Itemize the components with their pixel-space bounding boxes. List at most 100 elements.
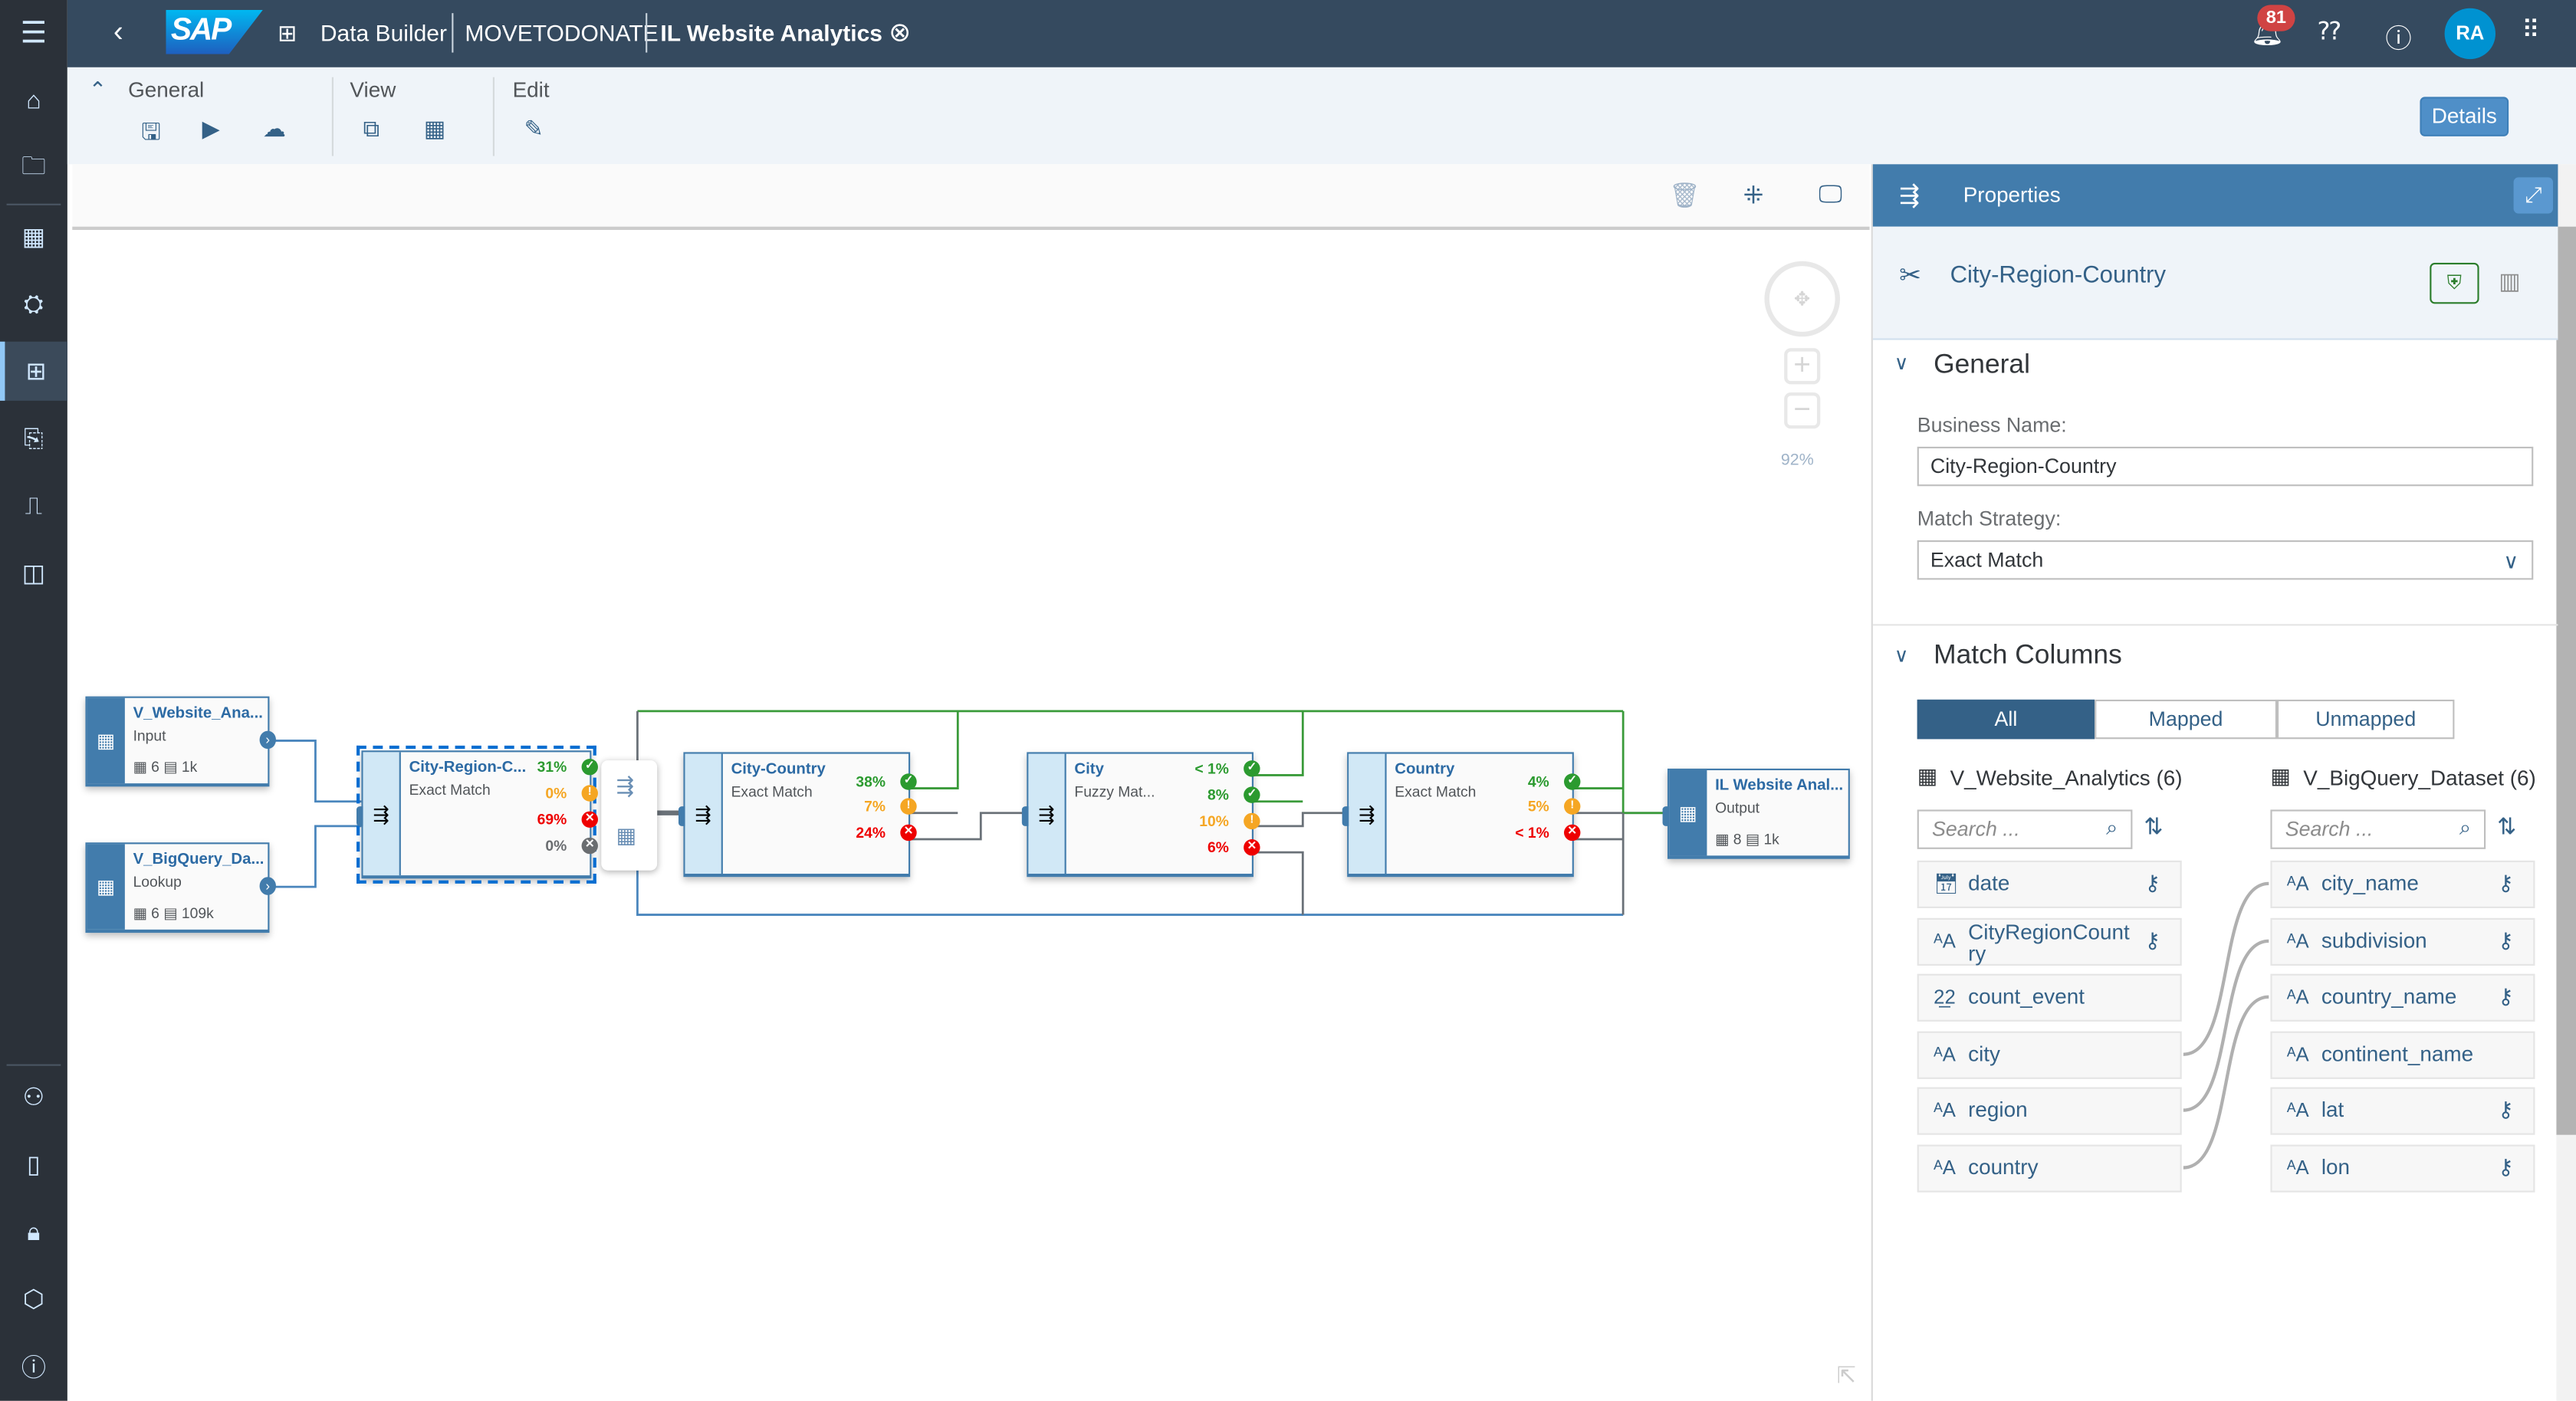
output-port[interactable]: › bbox=[259, 730, 276, 749]
breadcrumb-data-builder[interactable]: Data Builder bbox=[320, 19, 447, 46]
node-src1[interactable]: ▦ V_Website_Ana... Input ▦ 6 ▤ 1k › bbox=[85, 696, 276, 787]
connection-line[interactable] bbox=[269, 740, 362, 803]
column-item-continent_name[interactable]: ᴬA continent_name bbox=[2270, 1031, 2535, 1079]
check-icon[interactable]: ✓ bbox=[900, 773, 917, 790]
details-button[interactable]: Details bbox=[2420, 97, 2509, 136]
pan-control[interactable]: ✥ bbox=[1764, 261, 1840, 337]
column-item-date[interactable]: 📅︎ date ⚷ bbox=[1917, 860, 2182, 908]
column-item-region[interactable]: ᴬA region bbox=[1917, 1087, 2182, 1135]
connection-line[interactable] bbox=[1253, 851, 1304, 915]
node-src2[interactable]: ▦ V_BigQuery_Da... Lookup ▦ 6 ▤ 109k › bbox=[85, 842, 276, 933]
input-port[interactable] bbox=[1021, 806, 1029, 826]
check-icon[interactable]: ✓ bbox=[1563, 773, 1581, 790]
zoom-in-button[interactable]: + bbox=[1784, 348, 1821, 385]
connection-line[interactable] bbox=[910, 812, 1027, 841]
connections-icon[interactable]: ◫ bbox=[21, 559, 46, 589]
match-strategy-select[interactable]: Exact Match ∨ bbox=[1917, 540, 2534, 580]
check-icon[interactable]: ✓ bbox=[1244, 786, 1260, 803]
warning-icon[interactable]: ! bbox=[581, 785, 598, 802]
menu-icon[interactable]: ☰ bbox=[20, 15, 48, 49]
data-marketplace-icon[interactable]: ▦ bbox=[21, 223, 46, 251]
repository-icon[interactable]: 🗀 bbox=[21, 152, 46, 180]
key-icon[interactable]: ⚷ bbox=[2144, 927, 2160, 953]
preview-table-icon[interactable]: ▦ bbox=[616, 822, 636, 848]
key-icon[interactable]: ⚷ bbox=[2498, 927, 2514, 953]
space-management-icon[interactable]: ⚇ bbox=[22, 1084, 45, 1112]
auto-layout-icon[interactable]: ⁜ bbox=[1743, 182, 1764, 211]
expand-icon[interactable]: ⤢ bbox=[2513, 177, 2553, 214]
warning-icon[interactable]: ! bbox=[1244, 812, 1260, 830]
output-port[interactable]: › bbox=[259, 876, 276, 894]
data-builder-icon[interactable]: ⊞ bbox=[0, 341, 67, 401]
columns-icon[interactable]: ▥ bbox=[2499, 267, 2521, 294]
section-general[interactable]: General bbox=[1934, 349, 2030, 379]
column-item-city_name[interactable]: ᴬA city_name ⚷ bbox=[2270, 860, 2535, 908]
input-port[interactable] bbox=[356, 806, 363, 826]
key-icon[interactable]: ⚷ bbox=[2498, 870, 2514, 895]
tab-mapped[interactable]: Mapped bbox=[2095, 699, 2277, 740]
input-port[interactable] bbox=[1342, 806, 1349, 826]
warning-icon[interactable]: ! bbox=[900, 798, 917, 815]
match-columns-chevron-icon[interactable]: ∨ bbox=[1894, 644, 1909, 667]
error-icon[interactable]: ✕ bbox=[581, 811, 598, 828]
column-item-CityRegionCountry[interactable]: ᴬA CityRegionCountry ⚷ bbox=[1917, 917, 2182, 966]
tab-all[interactable]: All bbox=[1917, 699, 2095, 740]
column-item-subdivision[interactable]: ᴬA subdivision ⚷ bbox=[2270, 917, 2535, 966]
connection-line[interactable] bbox=[1622, 710, 1668, 815]
error-icon[interactable]: ✕ bbox=[1244, 839, 1260, 856]
check-icon[interactable]: ✓ bbox=[1244, 760, 1260, 777]
close-circle-icon[interactable]: ⊗ bbox=[889, 19, 912, 48]
sort-icon[interactable]: ⇅ bbox=[2144, 812, 2164, 839]
connection-line[interactable] bbox=[636, 870, 1624, 916]
section-match-columns[interactable]: Match Columns bbox=[1934, 640, 2122, 671]
general-chevron-icon[interactable]: ∨ bbox=[1894, 351, 1909, 375]
help-icon[interactable]: ⓘ bbox=[2385, 26, 2412, 54]
data-access-icon[interactable]: ⎘ bbox=[24, 424, 44, 453]
column-mapping-line[interactable] bbox=[2183, 939, 2269, 1112]
key-icon[interactable]: ⚷ bbox=[2498, 1154, 2514, 1180]
column-item-country_name[interactable]: ᴬA country_name ⚷ bbox=[2270, 973, 2535, 1022]
run-icon[interactable]: ▶ bbox=[202, 115, 220, 142]
delete-icon[interactable]: 🗑︎ bbox=[1669, 182, 1700, 211]
node-country[interactable]: ⇶ Country Exact Match 4% ✓ 5%! < 1% ✕ bbox=[1342, 752, 1581, 878]
connection-line[interactable] bbox=[269, 825, 362, 888]
info-icon[interactable]: ⓘ bbox=[21, 1353, 46, 1383]
search-icon[interactable]: ⌕ bbox=[2106, 816, 2118, 839]
business-name-input[interactable]: City-Region-Country bbox=[1917, 446, 2534, 487]
avatar[interactable]: RA bbox=[2444, 8, 2496, 60]
error-icon[interactable]: ✕ bbox=[581, 837, 598, 855]
product-switch-icon[interactable]: ⠿ bbox=[2522, 16, 2540, 44]
monitor-icon[interactable]: ⎍ bbox=[25, 491, 43, 520]
node-crc[interactable]: ⇶ City-Region-C... Exact Match 31% ✓ 0%! 69% ✕ 0… bbox=[356, 745, 598, 884]
sort-icon[interactable]: ⇅ bbox=[2497, 812, 2517, 839]
right-search-input[interactable]: Search ... ⌕ bbox=[2270, 809, 2486, 849]
connection-line[interactable] bbox=[1253, 812, 1348, 828]
error-icon[interactable]: ✕ bbox=[1563, 824, 1581, 842]
zoom-out-button[interactable]: − bbox=[1784, 392, 1821, 429]
column-mapping-line[interactable] bbox=[2183, 995, 2269, 1170]
tab-unmapped[interactable]: Unmapped bbox=[2277, 699, 2455, 740]
connection-line[interactable] bbox=[1253, 710, 1304, 776]
error-icon[interactable]: ✕ bbox=[900, 824, 917, 842]
check-icon[interactable]: ✓ bbox=[581, 758, 598, 776]
column-item-lon[interactable]: ᴬA lon ⚷ bbox=[2270, 1144, 2535, 1193]
key-icon[interactable]: ⚷ bbox=[2498, 983, 2514, 1009]
breadcrumb-space[interactable]: MOVETODONATE bbox=[465, 19, 659, 46]
column-item-count_event[interactable]: 2̲2 count_event bbox=[1917, 973, 2182, 1022]
column-item-lat[interactable]: ᴬA lat ⚷ bbox=[2270, 1087, 2535, 1135]
deploy-icon[interactable]: ☁ bbox=[262, 115, 286, 142]
connection-line[interactable] bbox=[910, 710, 959, 789]
collapse-chevron-icon[interactable]: ⌃ bbox=[88, 77, 107, 102]
monitor-icon[interactable]: 🖵 bbox=[1819, 180, 1843, 209]
back-icon[interactable]: ‹ bbox=[113, 15, 123, 48]
catalog-icon[interactable]: ▯ bbox=[27, 1151, 41, 1180]
feedback-icon[interactable]: ⁇ bbox=[2318, 18, 2341, 47]
diagram-canvas[interactable]: ✥ + − 92% ⇶ ▦ ⇱ ▦ V_Website_Ana... Input ▦ … bbox=[72, 231, 1870, 1401]
search-icon[interactable]: ⌕ bbox=[2459, 816, 2471, 839]
left-search-input[interactable]: Search ... ⌕ bbox=[1917, 809, 2133, 849]
key-icon[interactable]: ⚷ bbox=[2498, 1097, 2514, 1122]
input-port[interactable] bbox=[678, 806, 685, 826]
scrollbar-thumb[interactable] bbox=[2556, 226, 2576, 1135]
node-out[interactable]: ▦ IL Website Anal... Output ▦ 8 ▤ 1k bbox=[1662, 768, 1850, 859]
save-icon[interactable]: 🖫 bbox=[141, 118, 161, 145]
